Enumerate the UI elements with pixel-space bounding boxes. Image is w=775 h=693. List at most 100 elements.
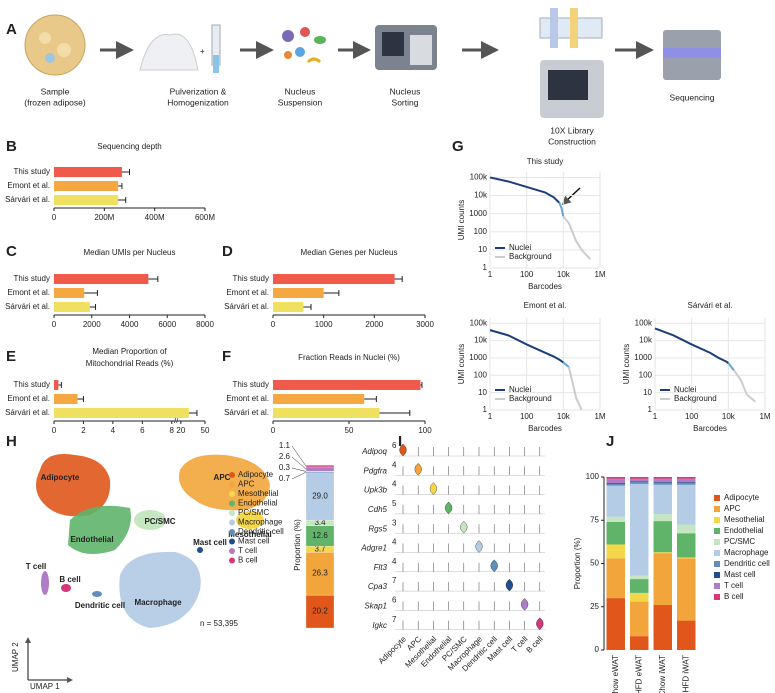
step-label: 10X Library — [550, 125, 594, 135]
category-label: Emont et al. — [7, 394, 50, 403]
x-tick-label: 10k — [722, 412, 736, 421]
gene-label: Igkc — [372, 621, 387, 630]
y-tick-label: 10k — [639, 336, 653, 345]
legend-swatch — [229, 491, 235, 497]
x-axis-label: Barcodes — [528, 282, 562, 291]
bar — [54, 274, 149, 284]
legend-label: Adipocyte — [724, 493, 760, 502]
y-tick-label: 1000 — [469, 353, 487, 362]
x-tick-label: 10k — [557, 412, 571, 421]
bar-segment — [653, 477, 672, 479]
y-tick-label: 75 — [590, 515, 599, 524]
cluster-label: Mesothelial — [228, 530, 272, 539]
nucleus-icon — [314, 36, 326, 44]
row-max: 5 — [392, 499, 397, 508]
x-tick-label: 2000 — [365, 320, 383, 329]
bar-segment — [305, 552, 335, 596]
bar-segment — [606, 544, 625, 559]
sorter-icon — [382, 32, 404, 56]
bar-segment — [653, 553, 672, 606]
legend-label: Background — [509, 252, 552, 261]
x-axis-label: Barcodes — [693, 424, 727, 433]
y-tick-label: 1000 — [469, 209, 487, 218]
x-tick-label: Chow iWAT — [658, 655, 667, 693]
y-tick-label: 100 — [474, 227, 488, 236]
chart-title: Sequencing depth — [97, 142, 162, 151]
series-line — [733, 369, 757, 403]
bar-segment — [653, 484, 672, 515]
gene-label: Adipoq — [361, 447, 387, 456]
y-tick-label: 10 — [643, 388, 652, 397]
value-label: 26.3 — [312, 569, 328, 578]
series-line — [489, 176, 560, 204]
bar-segment — [630, 575, 649, 580]
plus-sign: + — [200, 47, 205, 56]
bar-segment — [677, 524, 696, 534]
legend-label: Background — [674, 394, 717, 403]
bar-segment — [677, 482, 696, 484]
step-label: Pulverization & — [170, 86, 227, 96]
gene-label: Flt3 — [374, 563, 388, 572]
step-label: Sorting — [392, 97, 419, 107]
row-max: 7 — [392, 615, 397, 624]
bar-segment — [606, 477, 625, 479]
step-label: Nucleus — [285, 86, 316, 96]
bar-segment — [606, 483, 625, 484]
step-label: Nucleus — [390, 86, 421, 96]
y-axis-label: Proportion (%) — [573, 537, 582, 589]
legend-label: Mesothelial — [724, 515, 765, 524]
cluster-blob — [68, 505, 131, 554]
bar-segment — [677, 620, 696, 650]
panel-label: C — [6, 243, 17, 260]
cluster-blob — [41, 571, 49, 595]
y-tick-label: 100k — [635, 318, 653, 327]
category-label: Emont et al. — [226, 394, 269, 403]
x-tick-label: 20 — [176, 426, 185, 435]
x-tick-label: 1 — [653, 412, 658, 421]
bar — [54, 380, 59, 390]
x-axis-label: Barcodes — [528, 424, 562, 433]
legend-label: APC — [724, 504, 741, 513]
sample-icon — [57, 43, 71, 57]
bar-segment — [630, 482, 649, 484]
x-tick-label: 1M — [759, 412, 770, 421]
category-label: Emont et al. — [226, 288, 269, 297]
panel-label: J — [606, 433, 614, 450]
bar-segment — [630, 481, 649, 483]
violin — [460, 520, 468, 534]
bar-segment — [305, 471, 335, 473]
nucleus-icon — [284, 51, 292, 59]
gene-label: Upk3b — [364, 486, 388, 495]
value-label: 1.1 — [279, 441, 291, 450]
series-line — [727, 362, 735, 371]
cluster-label: Mast cell — [193, 538, 227, 547]
legend-swatch — [229, 519, 235, 526]
x-tick-label: 100 — [418, 426, 432, 435]
bar-segment — [677, 533, 696, 558]
chip-icon — [570, 8, 578, 48]
bar-segment — [653, 605, 672, 650]
series-line — [489, 329, 564, 364]
bar — [273, 288, 324, 298]
nucleus-icon — [282, 30, 294, 42]
bar-segment — [677, 558, 696, 621]
gene-label: Skap1 — [364, 602, 387, 611]
x-tick-label: 8 — [170, 426, 175, 435]
row-max: 6 — [392, 596, 397, 605]
cluster-label: Macrophage — [134, 598, 182, 607]
x-axis-label: UMAP 1 — [30, 682, 60, 691]
bar — [273, 302, 304, 312]
bar — [273, 274, 395, 284]
y-axis-label: Proportion (%) — [293, 519, 302, 571]
legend-label: T cell — [724, 581, 743, 590]
bar-segment — [606, 485, 625, 517]
cluster-label: Endothelial — [70, 535, 113, 544]
bar-segment — [305, 594, 335, 629]
chart-title: Fraction Reads in Nuclei (%) — [298, 353, 400, 362]
bar-segment — [630, 477, 649, 479]
y-tick-label: 10 — [478, 245, 487, 254]
chart-title: Emont et al. — [524, 301, 567, 310]
row-max: 4 — [392, 538, 397, 547]
cluster-blob — [36, 454, 111, 517]
violin — [475, 540, 483, 553]
